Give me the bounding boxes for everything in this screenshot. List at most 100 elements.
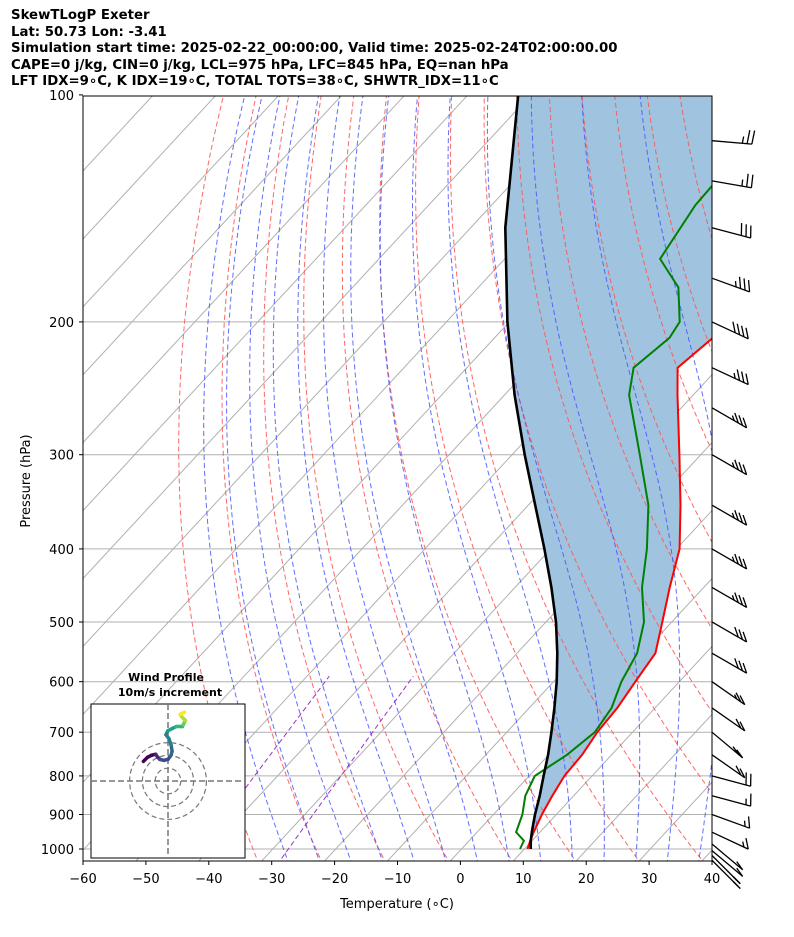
barb-half-flag bbox=[731, 415, 735, 421]
isotherm-line bbox=[83, 96, 531, 580]
barb-flag bbox=[738, 594, 744, 606]
barb-flag bbox=[732, 746, 740, 756]
y-tick-label: 1000 bbox=[41, 843, 74, 858]
cape-area bbox=[505, 96, 712, 849]
wind-barb bbox=[711, 831, 749, 850]
inset-subtitle: 10m/s increment bbox=[118, 686, 222, 699]
dry-adiabat-line bbox=[516, 96, 712, 713]
isotherm-line bbox=[575, 713, 712, 861]
moist-adiabat-line bbox=[226, 96, 320, 861]
isotherm-line bbox=[761, 95, 794, 865]
mixing-ratio-line bbox=[279, 675, 414, 861]
temperature-line bbox=[526, 337, 712, 850]
chart-header: SkewTLogP Exeter Lat: 50.73 Lon: -3.41 S… bbox=[11, 8, 618, 91]
wind-barb bbox=[711, 813, 751, 829]
barb-flag bbox=[736, 867, 744, 877]
inset-title: Wind Profile bbox=[128, 671, 204, 684]
y-tick-label: 400 bbox=[49, 543, 74, 558]
wind-barb bbox=[711, 548, 748, 570]
barb-flag bbox=[734, 459, 739, 471]
barb-flag bbox=[742, 417, 748, 429]
barb-half-flag bbox=[732, 876, 738, 881]
wind-barb bbox=[711, 793, 752, 807]
barb-flag bbox=[739, 721, 746, 732]
barb-flag bbox=[732, 321, 736, 333]
y-tick-label: 900 bbox=[49, 808, 74, 823]
wind-barb bbox=[711, 859, 741, 890]
barb-shaft bbox=[711, 548, 747, 570]
barb-flag bbox=[734, 592, 739, 603]
x-tick-label: 20 bbox=[578, 872, 595, 887]
barb-flag bbox=[742, 464, 748, 475]
index-line: LFT IDX=9∘C, K IDX=19∘C, TOTAL TOTS=38∘C… bbox=[11, 74, 499, 90]
wind-barb bbox=[711, 173, 754, 189]
sounding-line-layer bbox=[503, 96, 712, 850]
barb-flag bbox=[745, 837, 749, 850]
barb-flag bbox=[745, 373, 749, 385]
dry-adiabat-line bbox=[778, 95, 794, 865]
barb-shaft bbox=[711, 707, 746, 732]
isotherm-line bbox=[386, 509, 712, 861]
x-tick-label: 10 bbox=[515, 872, 532, 887]
barb-flag bbox=[736, 323, 741, 335]
barb-flag bbox=[742, 597, 748, 608]
x-axis-label: Temperature (∘C) bbox=[339, 897, 454, 912]
isotherm-line bbox=[512, 645, 712, 861]
barb-shaft bbox=[711, 831, 749, 850]
isotherm-line bbox=[135, 238, 712, 861]
barb-shaft bbox=[711, 277, 750, 293]
wind-barb bbox=[711, 731, 744, 759]
barb-flag bbox=[734, 412, 739, 424]
dry-adiabat-line bbox=[341, 96, 513, 861]
dry-adiabat-line bbox=[379, 96, 577, 861]
barb-flag bbox=[740, 371, 745, 383]
x-tick-label: −60 bbox=[69, 872, 96, 887]
moist-adiabat-line bbox=[323, 96, 447, 861]
barb-flag bbox=[742, 662, 748, 674]
barb-flag bbox=[742, 631, 748, 643]
barb-shaft bbox=[711, 652, 747, 674]
x-tick-label: −50 bbox=[132, 872, 159, 887]
barb-half-flag bbox=[732, 881, 738, 886]
wind-barb bbox=[711, 223, 752, 239]
barb-shaft bbox=[711, 504, 747, 526]
wind-barb bbox=[711, 707, 746, 732]
dewpoint-line bbox=[514, 184, 712, 850]
barb-shaft bbox=[711, 367, 749, 386]
barb-flag bbox=[746, 130, 751, 144]
barb-flag bbox=[751, 130, 756, 145]
barb-flag bbox=[738, 461, 744, 473]
hodograph-segment bbox=[180, 710, 187, 715]
barb-flag bbox=[745, 327, 749, 339]
barb-half-flag bbox=[733, 372, 736, 379]
isotherm-line bbox=[83, 96, 594, 648]
barb-flag bbox=[739, 768, 746, 779]
time-line: Simulation start time: 2025-02-22_00:00:… bbox=[11, 41, 618, 57]
barb-flag bbox=[738, 512, 744, 523]
moist-adiabat-line bbox=[412, 96, 542, 861]
x-tick-label: 0 bbox=[456, 872, 464, 887]
y-tick-label: 100 bbox=[49, 89, 74, 104]
moist-adiabat-line bbox=[581, 96, 681, 861]
dry-adiabat-line bbox=[712, 95, 794, 865]
y-tick-label: 500 bbox=[49, 616, 74, 631]
y-tick-label: 200 bbox=[49, 316, 74, 331]
barb-flag bbox=[746, 173, 749, 188]
barb-flag bbox=[736, 369, 741, 381]
barb-flag bbox=[736, 861, 744, 871]
moist-adiabat-line bbox=[249, 96, 352, 861]
wind-barb bbox=[711, 772, 752, 787]
x-tick-label: −10 bbox=[384, 872, 411, 887]
barb-shaft bbox=[711, 843, 744, 871]
barb-shaft bbox=[711, 775, 751, 787]
barb-flag bbox=[734, 658, 739, 669]
barb-flag bbox=[734, 626, 739, 638]
wind-barb bbox=[711, 407, 748, 429]
isotherm-line bbox=[83, 96, 216, 240]
y-tick-label: 800 bbox=[49, 770, 74, 785]
wind-barb bbox=[711, 850, 744, 877]
barb-half-flag bbox=[731, 512, 735, 519]
barb-shaft bbox=[711, 795, 751, 807]
wind-barb bbox=[711, 321, 749, 340]
